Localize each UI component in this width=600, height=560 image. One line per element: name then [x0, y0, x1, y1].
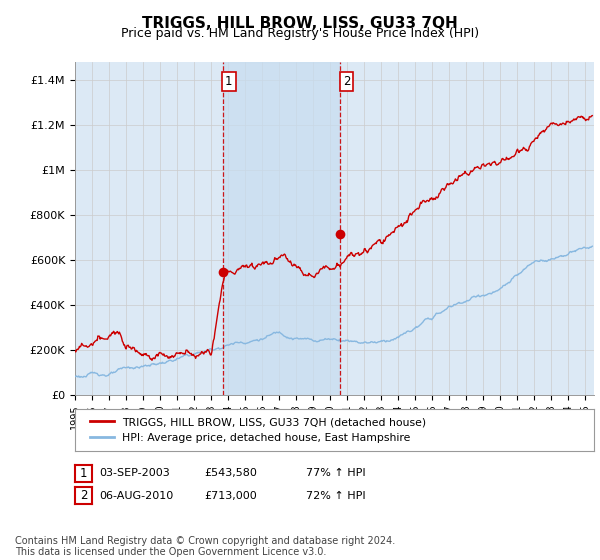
Text: £543,580: £543,580 — [204, 468, 257, 478]
Text: 72% ↑ HPI: 72% ↑ HPI — [306, 491, 365, 501]
Bar — [223, 62, 340, 395]
Text: Price paid vs. HM Land Registry's House Price Index (HPI): Price paid vs. HM Land Registry's House … — [121, 27, 479, 40]
Text: 77% ↑ HPI: 77% ↑ HPI — [306, 468, 365, 478]
Text: £713,000: £713,000 — [204, 491, 257, 501]
Text: 2: 2 — [343, 75, 350, 88]
Text: 1: 1 — [225, 75, 233, 88]
Text: 1: 1 — [80, 466, 87, 480]
Text: TRIGGS, HILL BROW, LISS, GU33 7QH: TRIGGS, HILL BROW, LISS, GU33 7QH — [142, 16, 458, 31]
Text: Contains HM Land Registry data © Crown copyright and database right 2024.
This d: Contains HM Land Registry data © Crown c… — [15, 535, 395, 557]
Text: 03-SEP-2003: 03-SEP-2003 — [99, 468, 170, 478]
Legend: TRIGGS, HILL BROW, LISS, GU33 7QH (detached house), HPI: Average price, detached: TRIGGS, HILL BROW, LISS, GU33 7QH (detac… — [86, 413, 431, 447]
Text: 06-AUG-2010: 06-AUG-2010 — [99, 491, 173, 501]
Text: 2: 2 — [80, 489, 87, 502]
